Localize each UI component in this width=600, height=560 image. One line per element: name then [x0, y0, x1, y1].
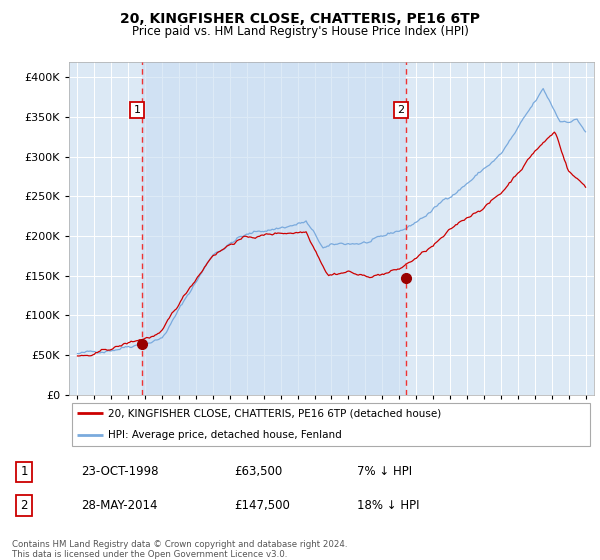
Text: 20, KINGFISHER CLOSE, CHATTERIS, PE16 6TP: 20, KINGFISHER CLOSE, CHATTERIS, PE16 6T… — [120, 12, 480, 26]
Text: Price paid vs. HM Land Registry's House Price Index (HPI): Price paid vs. HM Land Registry's House … — [131, 25, 469, 38]
Text: 23-OCT-1998: 23-OCT-1998 — [81, 465, 158, 478]
Text: 20, KINGFISHER CLOSE, CHATTERIS, PE16 6TP (detached house): 20, KINGFISHER CLOSE, CHATTERIS, PE16 6T… — [109, 408, 442, 418]
Text: 2: 2 — [397, 105, 404, 115]
Text: 1: 1 — [20, 465, 28, 478]
Text: £63,500: £63,500 — [234, 465, 282, 478]
Text: £147,500: £147,500 — [234, 499, 290, 512]
Text: 28-MAY-2014: 28-MAY-2014 — [81, 499, 157, 512]
Text: HPI: Average price, detached house, Fenland: HPI: Average price, detached house, Fenl… — [109, 430, 342, 440]
FancyBboxPatch shape — [71, 403, 590, 446]
Text: Contains HM Land Registry data © Crown copyright and database right 2024.
This d: Contains HM Land Registry data © Crown c… — [12, 540, 347, 559]
Text: 1: 1 — [133, 105, 140, 115]
Bar — [142, 62, 406, 395]
Text: 18% ↓ HPI: 18% ↓ HPI — [357, 499, 419, 512]
Text: 2: 2 — [20, 499, 28, 512]
Text: 7% ↓ HPI: 7% ↓ HPI — [357, 465, 412, 478]
